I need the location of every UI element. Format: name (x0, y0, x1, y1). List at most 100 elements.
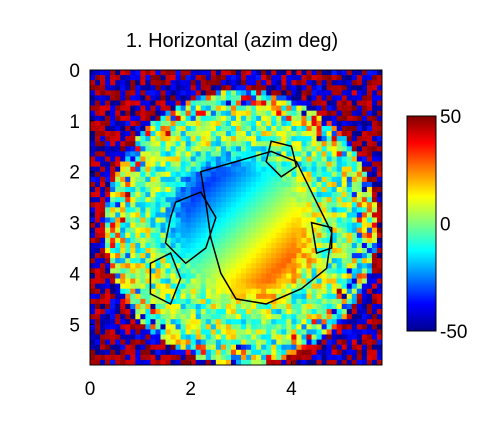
heatmap-cell (190, 176, 197, 183)
heatmap-cell (306, 309, 312, 315)
heatmap-cell (220, 288, 227, 295)
heatmap-cell (306, 263, 312, 269)
heatmap-cell (236, 253, 242, 259)
heatmap-cell (205, 283, 212, 290)
heatmap-cell (346, 258, 353, 264)
heatmap-cell (341, 344, 348, 351)
heatmap-cell (170, 268, 176, 274)
heatmap-cell (316, 344, 322, 351)
heatmap-cell (205, 268, 212, 274)
heatmap-cell (361, 75, 368, 81)
heatmap-cell (366, 192, 373, 198)
heatmap-cell (251, 176, 257, 183)
heatmap-cell (165, 181, 171, 188)
heatmap-cell (316, 75, 322, 81)
heatmap-cell (356, 303, 363, 310)
heatmap-cell (356, 349, 363, 356)
heatmap-cell (276, 166, 282, 173)
heatmap-cell (341, 253, 348, 259)
heatmap-cell (356, 141, 363, 147)
heatmap-cell (276, 273, 282, 279)
heatmap-cell (341, 110, 348, 117)
heatmap-cell (296, 237, 302, 244)
heatmap-cell (286, 303, 292, 310)
heatmap-cell (366, 258, 373, 264)
heatmap-cell (160, 176, 166, 183)
heatmap-cell (316, 339, 322, 345)
heatmap-cell (301, 186, 307, 193)
heatmap-cell (266, 339, 272, 345)
heatmap-cell (175, 273, 181, 279)
heatmap-cell (135, 136, 141, 142)
heatmap-cell (160, 146, 166, 152)
heatmap-cell (336, 161, 343, 167)
heatmap-cell (200, 278, 207, 284)
heatmap-cell (266, 309, 272, 315)
heatmap-cell (120, 263, 126, 269)
heatmap-cell (115, 166, 121, 173)
heatmap-cell (105, 354, 111, 361)
heatmap-cell (286, 192, 292, 198)
heatmap-cell (145, 85, 151, 91)
heatmap-cell (246, 359, 252, 366)
heatmap-cell (246, 349, 252, 356)
heatmap-cell (261, 80, 267, 86)
heatmap-cell (140, 237, 146, 244)
heatmap-cell (281, 131, 287, 137)
heatmap-cell (331, 263, 337, 269)
heatmap-cell (301, 156, 307, 162)
heatmap-cell (220, 227, 227, 234)
heatmap-cell (351, 344, 358, 351)
heatmap-cell (130, 197, 136, 203)
heatmap-cell (195, 339, 202, 345)
heatmap-cell (271, 105, 277, 111)
heatmap-cell (145, 232, 151, 239)
heatmap-cell (170, 222, 176, 228)
heatmap-cell (195, 344, 202, 351)
heatmap-cell (376, 161, 383, 167)
heatmap-cell (145, 136, 151, 142)
heatmap-cell (90, 186, 96, 193)
heatmap-cell (150, 263, 156, 269)
heatmap-cell (115, 314, 121, 320)
roi-contours (149, 140, 333, 306)
heatmap-cell (281, 105, 287, 111)
heatmap-cell (366, 136, 373, 142)
heatmap-cell (115, 115, 121, 122)
heatmap-cell (281, 181, 287, 188)
heatmap-cell (236, 354, 242, 361)
heatmap-cell (215, 319, 222, 325)
heatmap-cell (316, 171, 322, 178)
heatmap-cell (296, 232, 302, 239)
heatmap-cell (210, 75, 217, 81)
heatmap-cell (155, 100, 161, 106)
heatmap-cell (230, 314, 237, 320)
heatmap-cell (321, 349, 327, 356)
heatmap-cell (261, 110, 267, 117)
heatmap-cell (120, 202, 126, 208)
heatmap-cell (276, 263, 282, 269)
heatmap-cell (220, 253, 227, 259)
heatmap-cell (155, 85, 161, 91)
heatmap-cell (336, 354, 343, 361)
heatmap-cell (241, 288, 247, 295)
heatmap-cell (276, 110, 282, 117)
heatmap-cell (261, 186, 267, 193)
heatmap-cell (301, 176, 307, 183)
heatmap-cell (306, 151, 312, 157)
heatmap-cell (125, 268, 131, 274)
heatmap-cell (366, 186, 373, 193)
heatmap-cell (105, 212, 111, 218)
heatmap-cell (271, 100, 277, 106)
heatmap-cell (341, 120, 348, 127)
heatmap-cell (190, 70, 197, 76)
heatmap-cell (316, 100, 322, 106)
heatmap-cell (266, 120, 272, 127)
heatmap-cell (316, 248, 322, 254)
heatmap-cell (120, 100, 126, 106)
heatmap-cell (160, 110, 166, 117)
heatmap-cell (230, 319, 237, 325)
heatmap-cell (331, 324, 337, 330)
heatmap-cell (301, 136, 307, 142)
